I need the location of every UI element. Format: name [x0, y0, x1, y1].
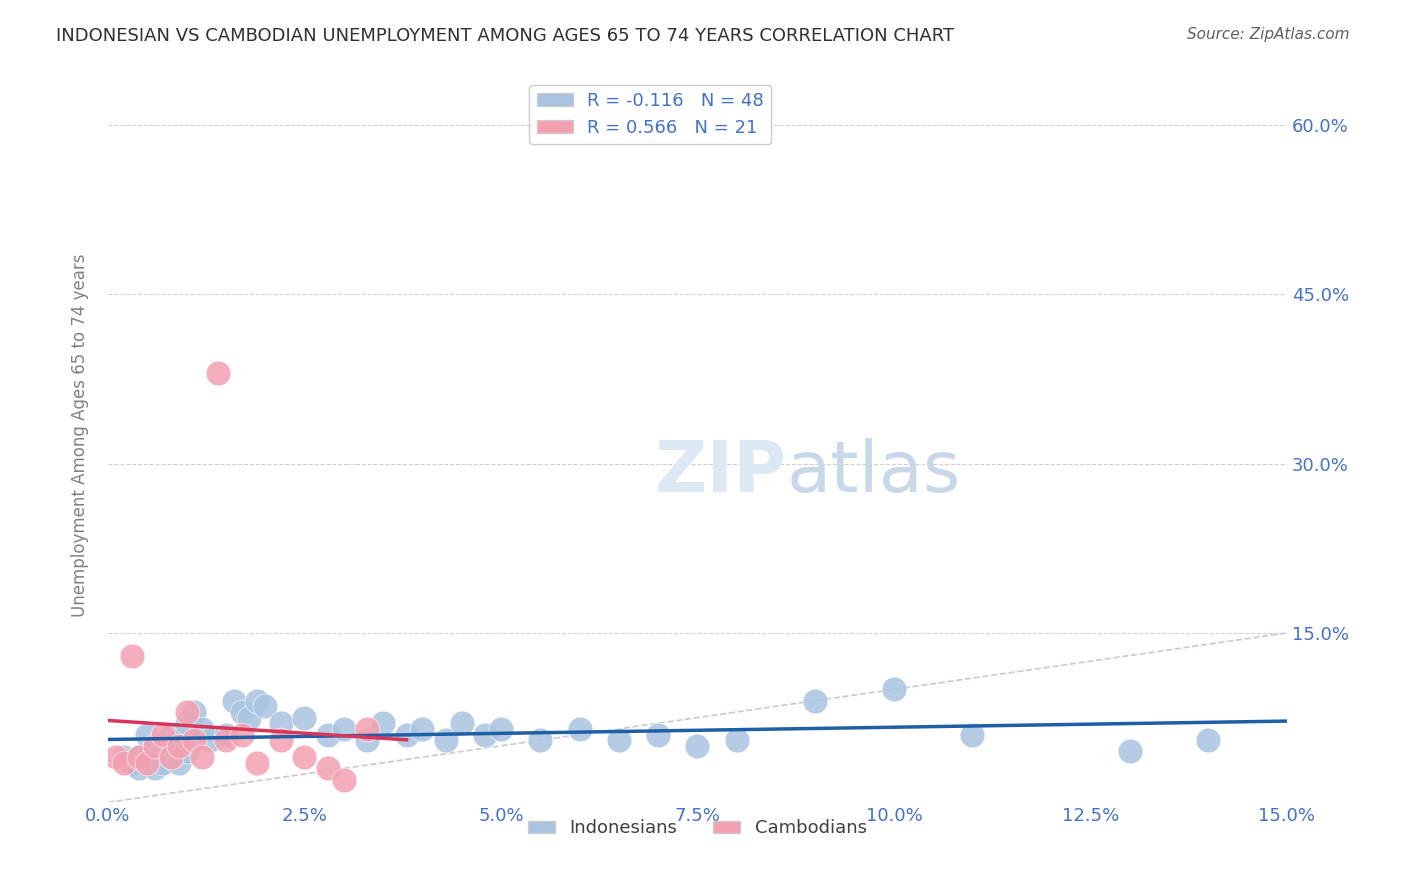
- Point: [160, 750, 183, 764]
- Point: [215, 733, 238, 747]
- Point: [1118, 744, 1140, 758]
- Point: [104, 750, 127, 764]
- Point: [198, 733, 221, 747]
- Point: [246, 756, 269, 770]
- Text: Source: ZipAtlas.com: Source: ZipAtlas.com: [1187, 27, 1350, 42]
- Point: [804, 694, 827, 708]
- Point: [294, 710, 316, 724]
- Point: [112, 756, 135, 770]
- Point: [316, 761, 339, 775]
- Point: [1197, 733, 1219, 747]
- Point: [450, 716, 472, 731]
- Point: [686, 739, 709, 753]
- Point: [121, 756, 143, 770]
- Point: [356, 733, 378, 747]
- Point: [231, 727, 253, 741]
- Text: atlas: atlas: [787, 438, 962, 507]
- Point: [128, 750, 150, 764]
- Legend: Indonesians, Cambodians: Indonesians, Cambodians: [520, 812, 875, 845]
- Point: [128, 750, 150, 764]
- Point: [152, 744, 174, 758]
- Point: [474, 727, 496, 741]
- Point: [191, 722, 214, 736]
- Point: [568, 722, 591, 736]
- Point: [411, 722, 433, 736]
- Point: [167, 756, 190, 770]
- Point: [128, 761, 150, 775]
- Point: [121, 648, 143, 663]
- Point: [183, 733, 205, 747]
- Point: [332, 722, 354, 736]
- Point: [395, 727, 418, 741]
- Point: [167, 739, 190, 753]
- Point: [222, 694, 245, 708]
- Point: [167, 733, 190, 747]
- Point: [883, 682, 905, 697]
- Point: [176, 744, 198, 758]
- Y-axis label: Unemployment Among Ages 65 to 74 years: Unemployment Among Ages 65 to 74 years: [72, 253, 89, 617]
- Point: [356, 722, 378, 736]
- Point: [529, 733, 551, 747]
- Point: [136, 750, 159, 764]
- Point: [143, 739, 166, 753]
- Point: [231, 705, 253, 719]
- Point: [294, 750, 316, 764]
- Point: [489, 722, 512, 736]
- Point: [215, 727, 238, 741]
- Text: ZIP: ZIP: [655, 438, 787, 507]
- Point: [136, 727, 159, 741]
- Text: INDONESIAN VS CAMBODIAN UNEMPLOYMENT AMONG AGES 65 TO 74 YEARS CORRELATION CHART: INDONESIAN VS CAMBODIAN UNEMPLOYMENT AMO…: [56, 27, 955, 45]
- Point: [143, 761, 166, 775]
- Point: [238, 710, 260, 724]
- Point: [183, 705, 205, 719]
- Point: [112, 750, 135, 764]
- Point: [371, 716, 394, 731]
- Point: [725, 733, 748, 747]
- Point: [607, 733, 630, 747]
- Point: [316, 727, 339, 741]
- Point: [160, 727, 183, 741]
- Point: [647, 727, 669, 741]
- Point: [143, 739, 166, 753]
- Point: [160, 750, 183, 764]
- Point: [270, 716, 292, 731]
- Point: [152, 756, 174, 770]
- Point: [332, 772, 354, 787]
- Point: [152, 727, 174, 741]
- Point: [434, 733, 457, 747]
- Point: [254, 699, 277, 714]
- Point: [191, 750, 214, 764]
- Point: [962, 727, 984, 741]
- Point: [176, 716, 198, 731]
- Point: [246, 694, 269, 708]
- Point: [270, 733, 292, 747]
- Point: [207, 367, 229, 381]
- Point: [176, 705, 198, 719]
- Point: [136, 756, 159, 770]
